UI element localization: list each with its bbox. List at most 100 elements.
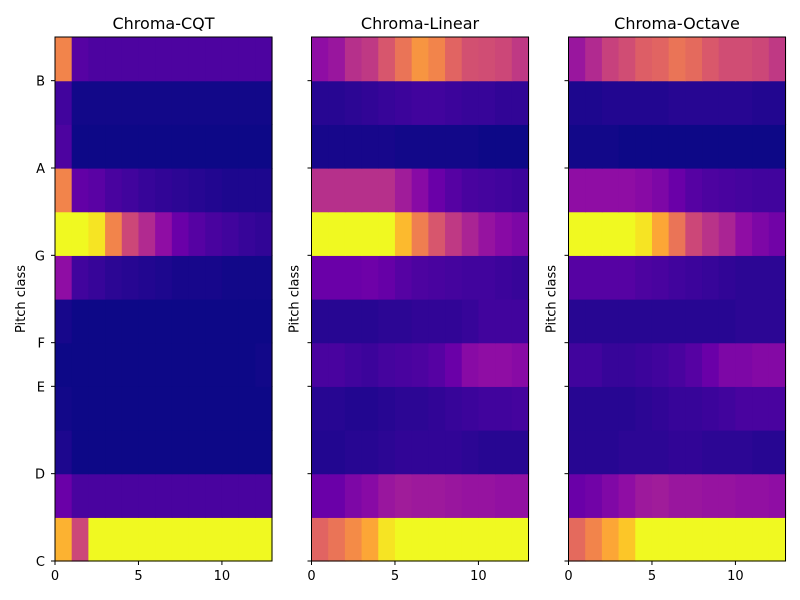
heatmap-cell <box>411 430 429 475</box>
heatmap-cell <box>205 80 223 125</box>
heatmap-cell <box>344 473 363 518</box>
heatmap-cell <box>55 255 73 300</box>
heatmap-cell <box>205 342 223 387</box>
heatmap-cell <box>511 473 530 518</box>
heatmap-cell <box>618 168 636 213</box>
heatmap-cell <box>378 168 396 213</box>
heatmap-cell <box>601 124 620 169</box>
heatmap-cell <box>328 80 346 125</box>
heatmap-cell <box>238 37 256 82</box>
heatmap-cell <box>735 37 753 82</box>
heatmap-cell <box>511 517 530 562</box>
heatmap-cell <box>238 517 256 562</box>
heatmap-cell <box>568 211 586 256</box>
heatmap-cell <box>328 517 346 562</box>
heatmap-cell <box>344 168 363 213</box>
heatmap-cell <box>88 430 106 475</box>
heatmap-cell <box>411 342 429 387</box>
heatmap-cell <box>138 342 156 387</box>
heatmap-cell <box>752 473 770 518</box>
heatmap-cell <box>344 124 363 169</box>
heatmap-cell <box>394 430 413 475</box>
heatmap-cell <box>618 430 636 475</box>
heatmap-cell <box>71 386 89 431</box>
heatmap-cell <box>428 80 446 125</box>
heatmap-cell <box>651 80 670 125</box>
heatmap-cell <box>138 299 156 344</box>
heatmap-cell <box>668 37 686 82</box>
heatmap-cell <box>311 168 329 213</box>
heatmap-cell <box>428 342 446 387</box>
heatmap-cell <box>71 37 89 82</box>
heatmap-cell <box>238 386 256 431</box>
heatmap-cell <box>511 211 530 256</box>
heatmap-cell <box>768 124 787 169</box>
heatmap-cell <box>411 255 429 300</box>
heatmap-cell <box>205 386 223 431</box>
heatmap-cell <box>618 342 636 387</box>
heatmap-cell <box>445 517 463 562</box>
heatmap-cell <box>585 255 603 300</box>
heatmap-cell <box>478 80 496 125</box>
heatmap-cell <box>255 37 273 82</box>
heatmap-cell <box>71 168 89 213</box>
panel-title: Chroma-Linear <box>361 14 480 33</box>
heatmap-cell <box>344 37 363 82</box>
heatmap-cell <box>651 473 670 518</box>
heatmap-cell <box>55 342 73 387</box>
heatmap-cell <box>171 430 190 475</box>
heatmap-cell <box>255 386 273 431</box>
heatmap-cell <box>752 430 770 475</box>
heatmap-cell <box>255 517 273 562</box>
heatmap-cell <box>685 473 703 518</box>
heatmap-cell <box>88 255 106 300</box>
heatmap-cell <box>238 168 256 213</box>
heatmap-cell <box>155 211 173 256</box>
heatmap-cell <box>585 342 603 387</box>
heatmap-cell <box>618 386 636 431</box>
heatmap-cell <box>495 255 513 300</box>
y-tick-label: G <box>35 249 45 264</box>
heatmap-cell <box>238 211 256 256</box>
heatmap-cell <box>121 168 140 213</box>
heatmap-cell <box>618 517 636 562</box>
heatmap-cell <box>511 386 530 431</box>
heatmap-cell <box>121 37 140 82</box>
heatmap-cell <box>238 473 256 518</box>
axes-frame <box>568 36 786 562</box>
heatmap-cell <box>55 386 73 431</box>
heatmap-cell <box>685 386 703 431</box>
heatmap-cell <box>651 299 670 344</box>
heatmap-cell <box>255 430 273 475</box>
heatmap-cell <box>71 299 89 344</box>
heatmap-cell <box>221 430 240 475</box>
heatmap-cell <box>221 386 240 431</box>
heatmap-cell <box>635 473 653 518</box>
heatmap-cell <box>378 211 396 256</box>
heatmap-cell <box>55 299 73 344</box>
heatmap-cell <box>121 517 140 562</box>
heatmap-cell <box>55 168 73 213</box>
heatmap-cell <box>88 386 106 431</box>
heatmap-cell <box>361 386 379 431</box>
heatmap-cell <box>205 299 223 344</box>
x-tick-label: 5 <box>134 569 142 584</box>
heatmap-cell <box>221 124 240 169</box>
y-axis-label: Pitch class <box>288 265 303 333</box>
heatmap-cell <box>88 80 106 125</box>
heatmap-cell <box>668 124 686 169</box>
heatmap-cell <box>411 37 429 82</box>
y-tick-label: A <box>36 162 45 177</box>
heatmap-cell <box>495 473 513 518</box>
heatmap-cell <box>328 299 346 344</box>
heatmap-cell <box>171 211 190 256</box>
heatmap-cell <box>651 211 670 256</box>
heatmap-cell <box>361 342 379 387</box>
heatmap-cell <box>221 80 240 125</box>
heatmap-cell <box>255 168 273 213</box>
heatmap-cell <box>752 124 770 169</box>
x-tick-label: 0 <box>51 569 59 584</box>
heatmap-cell <box>121 124 140 169</box>
heatmap-cell <box>445 342 463 387</box>
heatmap-cell <box>651 517 670 562</box>
